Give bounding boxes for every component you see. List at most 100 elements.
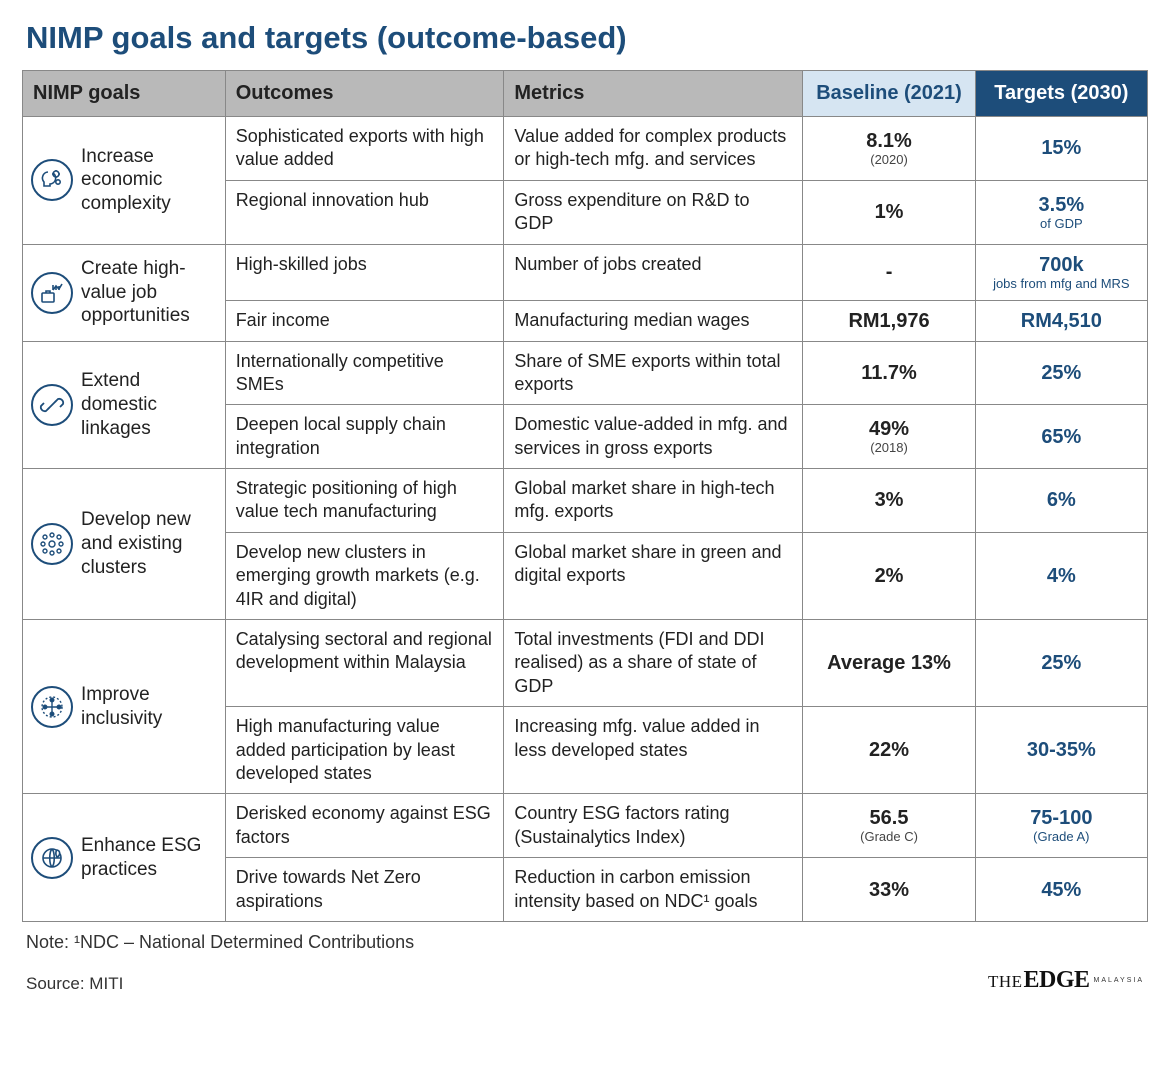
metric-cell: Gross expenditure on R&D to GDP xyxy=(504,180,803,244)
baseline-cell: 1% xyxy=(803,180,975,244)
baseline-cell: 56.5 (Grade C) xyxy=(803,794,975,858)
baseline-cell: 22% xyxy=(803,707,975,794)
brand-malaysia: MALAYSIA xyxy=(1094,977,1145,984)
target-value: 4% xyxy=(982,564,1141,588)
baseline-value: 22% xyxy=(809,738,968,762)
baseline-value: 8.1% xyxy=(809,129,968,153)
network-people-icon xyxy=(31,686,73,728)
target-cell: 45% xyxy=(975,858,1147,922)
target-cell: 700k jobs from mfg and MRS xyxy=(975,244,1147,300)
target-value: RM4,510 xyxy=(982,309,1141,333)
metric-cell: Share of SME exports within total export… xyxy=(504,341,803,405)
target-value: 700k xyxy=(982,253,1141,277)
brand-the: THE xyxy=(988,972,1023,992)
target-value: 3.5% xyxy=(982,193,1141,217)
baseline-sub: (2020) xyxy=(809,153,968,168)
outcome-cell: Catalysing sectoral and regional develop… xyxy=(225,620,504,707)
target-value: 6% xyxy=(982,488,1141,512)
baseline-cell: - xyxy=(803,244,975,300)
brand-edge: EDGE xyxy=(1023,967,1089,994)
target-value: 25% xyxy=(982,651,1141,675)
goal-cell-complexity: Increase economic complexity xyxy=(23,117,226,245)
baseline-cell: 2% xyxy=(803,532,975,619)
metric-cell: Country ESG factors rating (Sustainalyti… xyxy=(504,794,803,858)
target-sub: (Grade A) xyxy=(982,830,1141,845)
target-sub: of GDP xyxy=(982,217,1141,232)
target-cell: 25% xyxy=(975,620,1147,707)
baseline-value: 49% xyxy=(809,417,968,441)
table-row: Improve inclusivity Catalysing sectoral … xyxy=(23,620,1148,707)
brain-gears-icon xyxy=(31,159,73,201)
target-cell: 75-100 (Grade A) xyxy=(975,794,1147,858)
outcome-cell: Drive towards Net Zero aspirations xyxy=(225,858,504,922)
outcome-cell: Deepen local supply chain integration xyxy=(225,405,504,469)
baseline-sub: (2018) xyxy=(809,441,968,456)
metric-cell: Total investments (FDI and DDI realised)… xyxy=(504,620,803,707)
baseline-value: 3% xyxy=(809,488,968,512)
footnote: Note: ¹NDC – National Determined Contrib… xyxy=(22,932,1148,953)
target-cell: 65% xyxy=(975,405,1147,469)
metric-cell: Manufacturing median wages xyxy=(504,300,803,341)
goal-cell-esg: Enhance ESG practices xyxy=(23,794,226,922)
table-row: Extend domestic linkages Internationally… xyxy=(23,341,1148,405)
cluster-dots-icon xyxy=(31,523,73,565)
baseline-cell: 49% (2018) xyxy=(803,405,975,469)
table-row: Develop new and existing clusters Strate… xyxy=(23,469,1148,533)
baseline-value: 2% xyxy=(809,564,968,588)
baseline-cell: RM1,976 xyxy=(803,300,975,341)
goal-cell-inclusivity: Improve inclusivity xyxy=(23,620,226,794)
metric-cell: Domestic value-added in mfg. and service… xyxy=(504,405,803,469)
metric-cell: Global market share in high-tech mfg. ex… xyxy=(504,469,803,533)
target-cell: 30-35% xyxy=(975,707,1147,794)
target-cell: 4% xyxy=(975,532,1147,619)
outcome-cell: Develop new clusters in emerging growth … xyxy=(225,532,504,619)
goal-label: Increase economic complexity xyxy=(81,145,217,216)
outcome-cell: High manufacturing value added participa… xyxy=(225,707,504,794)
goal-cell-linkages: Extend domestic linkages xyxy=(23,341,226,469)
col-metrics: Metrics xyxy=(504,71,803,117)
col-targets: Targets (2030) xyxy=(975,71,1147,117)
outcome-cell: Sophisticated exports with high value ad… xyxy=(225,117,504,181)
baseline-value: 1% xyxy=(809,200,968,224)
baseline-value: Average 13% xyxy=(809,651,968,675)
baseline-value: RM1,976 xyxy=(809,309,968,333)
outcome-cell: High-skilled jobs xyxy=(225,244,504,300)
baseline-value: 33% xyxy=(809,878,968,902)
table-row: Increase economic complexity Sophisticat… xyxy=(23,117,1148,181)
col-baseline: Baseline (2021) xyxy=(803,71,975,117)
outcome-cell: Internationally competitive SMEs xyxy=(225,341,504,405)
outcome-cell: Fair income xyxy=(225,300,504,341)
table-row: Create high-value job opportunities High… xyxy=(23,244,1148,300)
baseline-cell: 33% xyxy=(803,858,975,922)
goal-cell-jobs: Create high-value job opportunities xyxy=(23,244,226,341)
baseline-cell: Average 13% xyxy=(803,620,975,707)
outcome-cell: Strategic positioning of high value tech… xyxy=(225,469,504,533)
goal-label: Extend domestic linkages xyxy=(81,369,217,440)
globe-leaf-icon xyxy=(31,837,73,879)
table-row: Enhance ESG practices Derisked economy a… xyxy=(23,794,1148,858)
table-body: Increase economic complexity Sophisticat… xyxy=(23,117,1148,922)
metric-cell: Global market share in green and digital… xyxy=(504,532,803,619)
goal-label: Create high-value job opportunities xyxy=(81,257,217,328)
goal-cell-clusters: Develop new and existing clusters xyxy=(23,469,226,620)
target-value: 45% xyxy=(982,878,1141,902)
goal-label: Improve inclusivity xyxy=(81,683,217,731)
metric-cell: Value added for complex products or high… xyxy=(504,117,803,181)
col-outcomes: Outcomes xyxy=(225,71,504,117)
metric-cell: Reduction in carbon emission intensity b… xyxy=(504,858,803,922)
goal-label: Develop new and existing clusters xyxy=(81,508,217,579)
target-value: 65% xyxy=(982,425,1141,449)
outcome-cell: Regional innovation hub xyxy=(225,180,504,244)
target-cell: 25% xyxy=(975,341,1147,405)
target-value: 25% xyxy=(982,361,1141,385)
table-header-row: NIMP goals Outcomes Metrics Baseline (20… xyxy=(23,71,1148,117)
baseline-cell: 11.7% xyxy=(803,341,975,405)
brand-logo: THE EDGE MALAYSIA xyxy=(988,967,1144,994)
baseline-cell: 8.1% (2020) xyxy=(803,117,975,181)
target-cell: RM4,510 xyxy=(975,300,1147,341)
baseline-value: 11.7% xyxy=(809,361,968,385)
col-goals: NIMP goals xyxy=(23,71,226,117)
source-line: Source: MITI xyxy=(26,974,123,994)
chain-link-icon xyxy=(31,384,73,426)
target-value: 75-100 xyxy=(982,806,1141,830)
